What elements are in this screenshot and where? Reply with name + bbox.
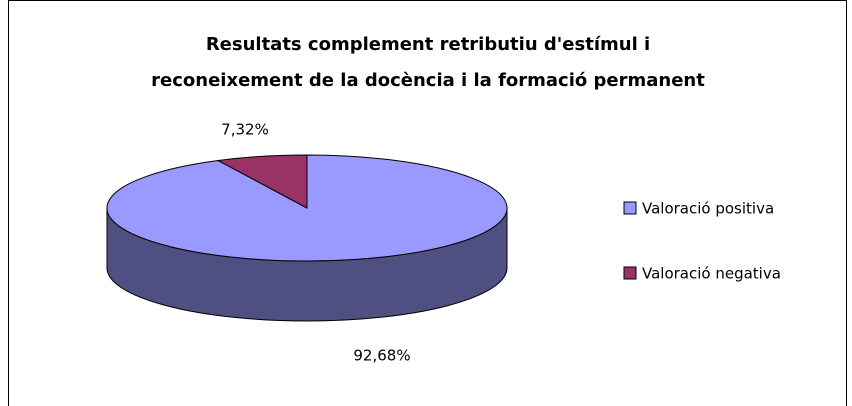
legend-swatch [623,266,637,280]
legend-swatch [623,201,637,215]
legend-label: Valoració negativa [642,265,781,283]
chart-title: reconeixement de la docència i la formac… [151,70,705,91]
data-label: 7,32% [221,121,269,139]
data-label: 92,68% [353,347,410,365]
chart-title: Resultats complement retributiu d'estímu… [206,34,650,55]
pie-slice [106,154,508,262]
pie-slice [216,154,308,209]
legend-label: Valoració positiva [642,200,774,218]
